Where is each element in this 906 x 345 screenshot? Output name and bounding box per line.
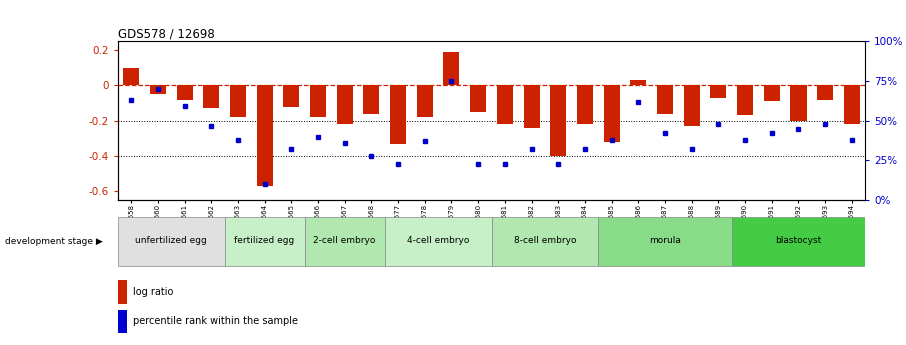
Bar [417,86,433,117]
Bar [470,86,487,112]
Bar [496,86,513,124]
Text: GDS578 / 12698: GDS578 / 12698 [118,27,215,40]
Bar [203,86,219,108]
Bar [491,217,598,266]
Bar [177,86,192,100]
Bar [390,86,406,144]
Text: development stage ▶: development stage ▶ [5,237,102,246]
Bar [577,86,593,124]
Bar [230,86,246,117]
Text: percentile rank within the sample: percentile rank within the sample [133,316,298,326]
Bar [657,86,673,114]
Bar [149,86,166,94]
Bar [790,86,806,121]
Bar [603,86,620,142]
Text: 4-cell embryo: 4-cell embryo [407,236,469,245]
Bar [684,86,699,126]
Bar [764,86,780,101]
Text: unfertilized egg: unfertilized egg [135,236,207,245]
Bar [118,309,128,333]
Bar [443,52,459,86]
Bar [363,86,380,114]
Bar [284,86,299,107]
Text: morula: morula [649,236,681,245]
Bar [385,217,491,266]
Bar [337,86,352,124]
Bar [598,217,732,266]
Bar [732,217,865,266]
Bar [631,80,646,86]
Bar [524,86,540,128]
Bar [817,86,834,100]
Bar [737,86,753,116]
Bar [118,217,225,266]
Bar [843,86,860,124]
Bar [550,86,566,156]
Bar [118,280,128,304]
Bar [310,86,326,117]
Text: 8-cell embryo: 8-cell embryo [514,236,576,245]
Bar [256,86,273,186]
Text: 2-cell embryo: 2-cell embryo [313,236,376,245]
Bar [304,217,385,266]
Bar [123,68,140,86]
Text: blastocyst: blastocyst [776,236,822,245]
Bar [710,86,727,98]
Text: log ratio: log ratio [133,287,174,297]
Bar [225,217,304,266]
Text: fertilized egg: fertilized egg [235,236,294,245]
